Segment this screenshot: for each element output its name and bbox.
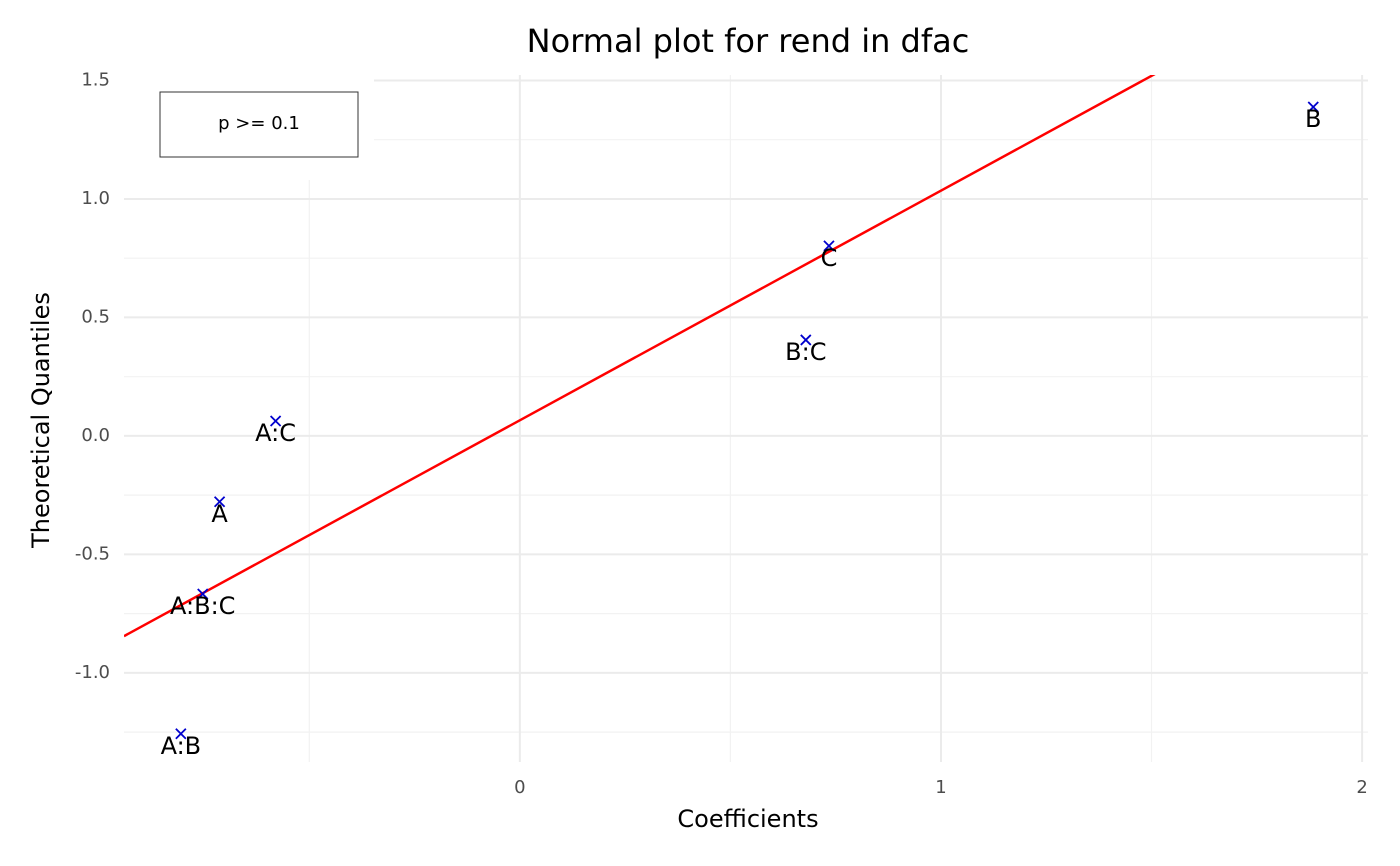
y-axis-title: Theoretical Quantiles: [27, 292, 55, 549]
x-tick-label: 2: [1356, 777, 1367, 798]
point: [1307, 101, 1319, 113]
legend-label: p >= 0.1: [218, 113, 300, 134]
point: [823, 240, 835, 252]
point: [269, 415, 282, 427]
point-label: B: [1305, 105, 1321, 133]
y-tick-label: 1.0: [81, 188, 110, 209]
x-tick-label: 1: [935, 777, 946, 798]
chart-title: Normal plot for rend in dfac: [527, 22, 970, 60]
legend-box: [159, 91, 359, 158]
point: [213, 496, 226, 508]
point: [800, 334, 812, 346]
y-tick-label: 0.0: [81, 425, 110, 446]
x-axis-title: Coefficients: [677, 805, 818, 833]
point-label: A:B: [161, 732, 202, 760]
y-tick-label: -0.5: [75, 543, 110, 564]
point-label: B:C: [785, 338, 826, 366]
point-label: A: [211, 500, 228, 528]
y-tick-label: -1.0: [75, 662, 110, 683]
x-tick-label: 0: [514, 777, 525, 798]
y-tick-label: 0.5: [81, 306, 110, 327]
y-tick-label: 1.5: [81, 69, 110, 90]
point: [175, 728, 187, 740]
point-label: A:B:C: [170, 592, 235, 620]
point-label: C: [821, 244, 838, 272]
point-label: A:C: [255, 419, 296, 447]
point: [197, 588, 209, 600]
reference-line: [124, 75, 1156, 638]
